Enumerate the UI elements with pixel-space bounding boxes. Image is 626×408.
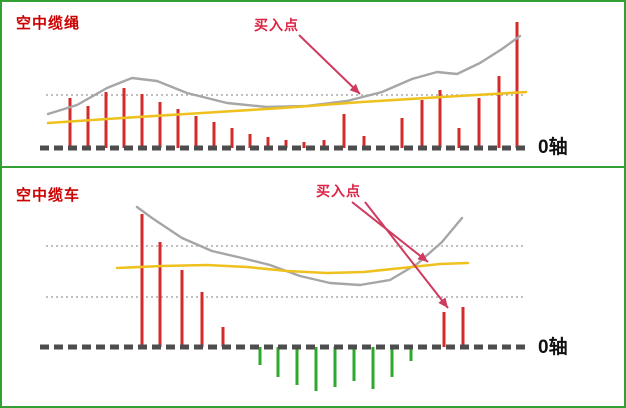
panel-aerial-cable-rope: 空中缆绳 买入点 0轴 [2,2,624,166]
panel-title: 空中缆绳 [16,15,81,32]
top-chart-canvas [40,22,530,151]
buy-point-label: 买入点 [316,183,361,199]
panel-aerial-cable-car: 空中缆车 买入点 0轴 [2,168,624,406]
zero-axis-label: 0轴 [538,337,568,358]
panel-title: 空中缆车 [16,187,81,204]
bottom-chart-canvas [40,201,530,391]
panel-divider [2,166,624,168]
zero-axis-label: 0轴 [538,137,568,158]
buy-point-label: 买入点 [254,17,299,33]
